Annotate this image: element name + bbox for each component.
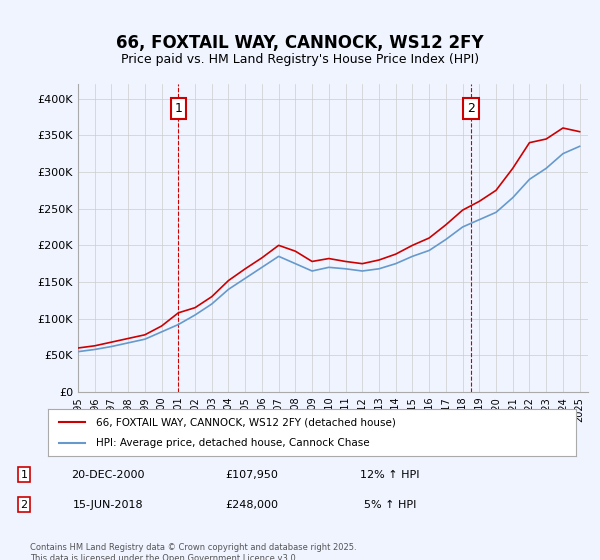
Text: 12% ↑ HPI: 12% ↑ HPI (360, 470, 420, 479)
Text: HPI: Average price, detached house, Cannock Chase: HPI: Average price, detached house, Cann… (95, 438, 369, 448)
Text: 1: 1 (175, 102, 182, 115)
Text: 15-JUN-2018: 15-JUN-2018 (73, 500, 143, 510)
Text: 1: 1 (20, 470, 28, 479)
Text: 20-DEC-2000: 20-DEC-2000 (71, 470, 145, 479)
Text: Contains HM Land Registry data © Crown copyright and database right 2025.
This d: Contains HM Land Registry data © Crown c… (30, 543, 356, 560)
Text: 5% ↑ HPI: 5% ↑ HPI (364, 500, 416, 510)
Text: 2: 2 (467, 102, 475, 115)
Text: 66, FOXTAIL WAY, CANNOCK, WS12 2FY (detached house): 66, FOXTAIL WAY, CANNOCK, WS12 2FY (deta… (95, 417, 395, 427)
Text: £248,000: £248,000 (226, 500, 278, 510)
Text: 2: 2 (20, 500, 28, 510)
Text: 66, FOXTAIL WAY, CANNOCK, WS12 2FY: 66, FOXTAIL WAY, CANNOCK, WS12 2FY (116, 34, 484, 52)
Text: £107,950: £107,950 (226, 470, 278, 479)
Text: Price paid vs. HM Land Registry's House Price Index (HPI): Price paid vs. HM Land Registry's House … (121, 53, 479, 66)
